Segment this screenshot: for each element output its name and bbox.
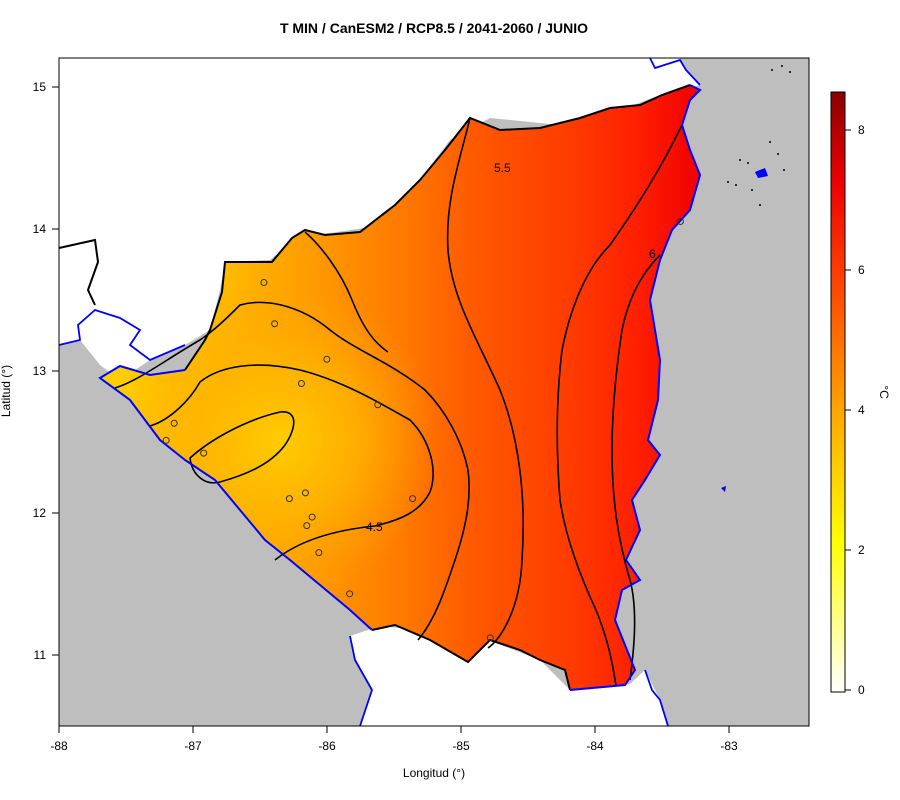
colorbar — [830, 91, 846, 693]
cool-spot-overlay — [100, 85, 700, 690]
southern-land — [350, 626, 668, 726]
colorbar-tick-label: 8 — [858, 123, 865, 137]
x-axis — [58, 726, 730, 733]
station-point — [297, 379, 305, 387]
x-tick-label: -85 — [452, 739, 470, 753]
contour-5-0-north — [304, 231, 389, 353]
colorbar-tick-label: 4 — [858, 403, 865, 417]
colorbar-unit-label: °C — [877, 385, 891, 399]
contour-4-0 — [189, 411, 295, 484]
x-tick-label: -88 — [50, 739, 68, 753]
contour-label-4-5: 4.5 — [366, 520, 383, 534]
station-point — [301, 489, 309, 497]
station-point — [346, 590, 354, 598]
x-tick-label: -84 — [586, 739, 604, 753]
station-point — [162, 436, 170, 444]
contour-6-0 — [556, 124, 683, 687]
y-tick-label: 12 — [33, 506, 47, 520]
x-tick-label: -83 — [720, 739, 738, 753]
contour-label-6: 6 — [649, 247, 656, 261]
gulf-of-fonseca-coast — [58, 308, 186, 362]
station-point — [260, 279, 268, 287]
nicaragua-land-border — [184, 84, 691, 371]
station-point — [285, 495, 293, 503]
station-point — [170, 419, 178, 427]
x-tick-label: -87 — [184, 739, 202, 753]
y-tick-label: 14 — [33, 222, 47, 236]
costa-rica-coast — [349, 635, 669, 727]
station-point — [315, 549, 323, 557]
contour-4-5 — [149, 364, 434, 561]
station-point — [323, 355, 331, 363]
station-point — [486, 634, 494, 642]
station-markers — [162, 217, 684, 642]
contour-6-0-inner — [611, 254, 661, 681]
colorbar-ticks — [845, 129, 851, 691]
caribbean-coastline — [569, 84, 702, 691]
station-point — [200, 449, 208, 457]
nicaragua-south-border — [371, 623, 571, 691]
colorbar-tick-label: 6 — [858, 263, 865, 277]
plot-frame — [58, 57, 810, 727]
x-tick-label: -86 — [318, 739, 336, 753]
contour-5-5 — [446, 117, 524, 649]
station-point — [409, 495, 417, 503]
y-tick-label: 11 — [34, 648, 47, 662]
y-tick-label: 15 — [33, 80, 47, 94]
station-point — [303, 522, 311, 530]
x-axis-label: Longitud (°) — [402, 766, 466, 780]
y-axis — [52, 86, 59, 656]
colorbar-tick-label: 0 — [858, 683, 865, 697]
colorbar-tick-label: 2 — [858, 543, 865, 557]
station-point — [271, 320, 279, 328]
honduras-north-coast — [649, 57, 701, 86]
station-point — [308, 513, 316, 521]
contour-label-5-5: 5.5 — [494, 161, 511, 175]
station-point — [374, 401, 382, 409]
map-title: T MIN / CanESM2 / RCP8.5 / 2041-2060 / J… — [279, 20, 589, 36]
miskito-cays — [727, 65, 791, 206]
contour-lines — [114, 117, 683, 687]
nicaragua-coastline — [98, 364, 373, 631]
y-tick-label: 13 — [33, 364, 47, 378]
station-point — [676, 217, 684, 225]
contour-5-0-west — [114, 301, 470, 641]
honduras-border — [58, 238, 100, 306]
